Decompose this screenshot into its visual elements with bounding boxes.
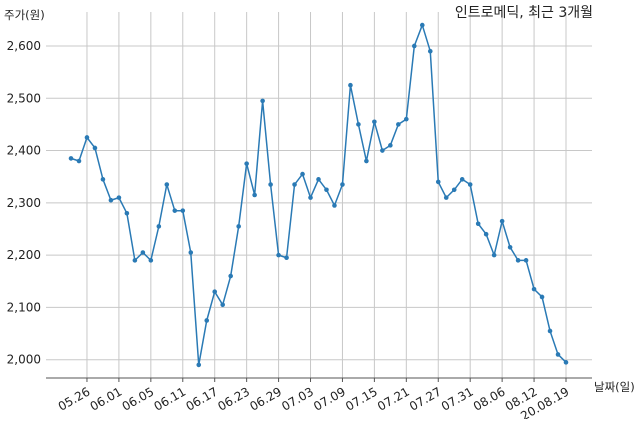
data-point — [427, 48, 433, 54]
data-point — [180, 208, 186, 213]
x-axis-label: 날짜(일) — [594, 380, 635, 394]
y-tick-label: 2,400 — [7, 144, 41, 158]
x-tick-label: 06.01 — [88, 384, 125, 413]
data-point — [404, 116, 409, 122]
data-point — [164, 182, 170, 187]
data-point — [340, 182, 345, 187]
data-point — [268, 182, 273, 187]
data-point — [483, 231, 489, 237]
data-point — [140, 250, 146, 255]
data-point — [108, 197, 114, 203]
data-point — [332, 203, 337, 208]
data-point — [316, 177, 321, 182]
y-tick-label: 2,000 — [7, 353, 41, 367]
x-tick-label: 07.03 — [279, 384, 316, 413]
x-tick-label: 07.15 — [343, 384, 380, 413]
data-point — [388, 143, 393, 148]
data-point — [435, 179, 441, 185]
data-point — [491, 252, 497, 258]
y-tick-label: 2,100 — [7, 300, 41, 314]
data-point — [380, 148, 385, 153]
data-point — [276, 252, 281, 258]
data-point — [300, 171, 305, 177]
data-point — [156, 224, 162, 229]
data-point — [531, 286, 537, 292]
data-point — [284, 255, 289, 261]
data-point — [260, 98, 265, 104]
x-tick-label: 06.11 — [152, 384, 189, 413]
data-point — [84, 135, 90, 140]
data-point — [475, 221, 481, 227]
data-point — [68, 156, 74, 161]
x-tick-label: 07.31 — [439, 384, 476, 413]
y-tick-label: 2,300 — [7, 196, 41, 210]
chart-title: 인트로메딕, 최근 3개월 — [455, 5, 593, 21]
data-point — [196, 362, 202, 368]
data-point — [419, 22, 425, 28]
data-point — [467, 182, 473, 187]
data-point — [443, 195, 449, 200]
data-point — [172, 208, 178, 213]
data-point — [124, 211, 130, 216]
data-point — [244, 161, 249, 166]
data-point — [252, 192, 257, 198]
x-tick-label: 06.23 — [215, 384, 252, 413]
x-tick-label: 06.29 — [247, 384, 284, 413]
data-point — [451, 187, 457, 193]
data-point — [563, 360, 569, 365]
data-point — [515, 258, 521, 263]
x-tick-label: 06.17 — [183, 384, 220, 413]
data-point — [499, 218, 505, 224]
data-point — [412, 43, 417, 49]
data-point — [132, 258, 138, 263]
x-tick-label: 07.21 — [375, 384, 412, 413]
x-tick-label: 08.06 — [471, 384, 508, 413]
x-tick-label: 07.27 — [407, 384, 444, 413]
y-tick-label: 2,500 — [7, 91, 41, 105]
data-point — [236, 224, 241, 229]
data-point — [459, 177, 465, 182]
data-point — [356, 122, 361, 127]
x-tick-labels: 05.2606.0106.0506.1106.1706.2306.2907.03… — [56, 384, 572, 423]
data-point — [188, 250, 194, 255]
axes — [46, 377, 592, 382]
data-point — [228, 273, 233, 279]
data-point — [148, 258, 154, 263]
series-line — [70, 24, 567, 366]
data-point — [396, 122, 401, 127]
grid — [46, 12, 592, 378]
series-line-path — [70, 24, 567, 366]
x-tick-label: 07.09 — [311, 384, 348, 413]
data-point — [507, 244, 513, 250]
data-point — [220, 302, 225, 308]
data-point — [372, 119, 377, 125]
data-point — [292, 182, 297, 187]
y-tick-label: 2,200 — [7, 248, 41, 262]
data-point — [539, 294, 545, 300]
data-point — [547, 328, 553, 334]
series-points — [68, 22, 569, 368]
y-tick-label: 2,600 — [7, 39, 41, 53]
y-axis-label: 주가(원) — [4, 8, 45, 22]
data-point — [100, 177, 106, 182]
data-point — [76, 158, 82, 164]
y-tick-labels: 2,000 2,100 2,200 2,300 2,400 2,500 2,600 — [7, 39, 41, 367]
data-point — [364, 158, 369, 164]
x-tick-label: 06.05 — [120, 384, 157, 413]
data-point — [212, 289, 218, 295]
data-point — [324, 187, 329, 193]
x-tick-label: 05.26 — [56, 384, 93, 413]
data-point — [555, 352, 561, 357]
data-point — [308, 195, 313, 200]
data-point — [116, 195, 122, 200]
data-point — [92, 145, 98, 151]
data-point — [348, 82, 353, 88]
data-point — [204, 318, 210, 323]
data-point — [523, 258, 529, 263]
